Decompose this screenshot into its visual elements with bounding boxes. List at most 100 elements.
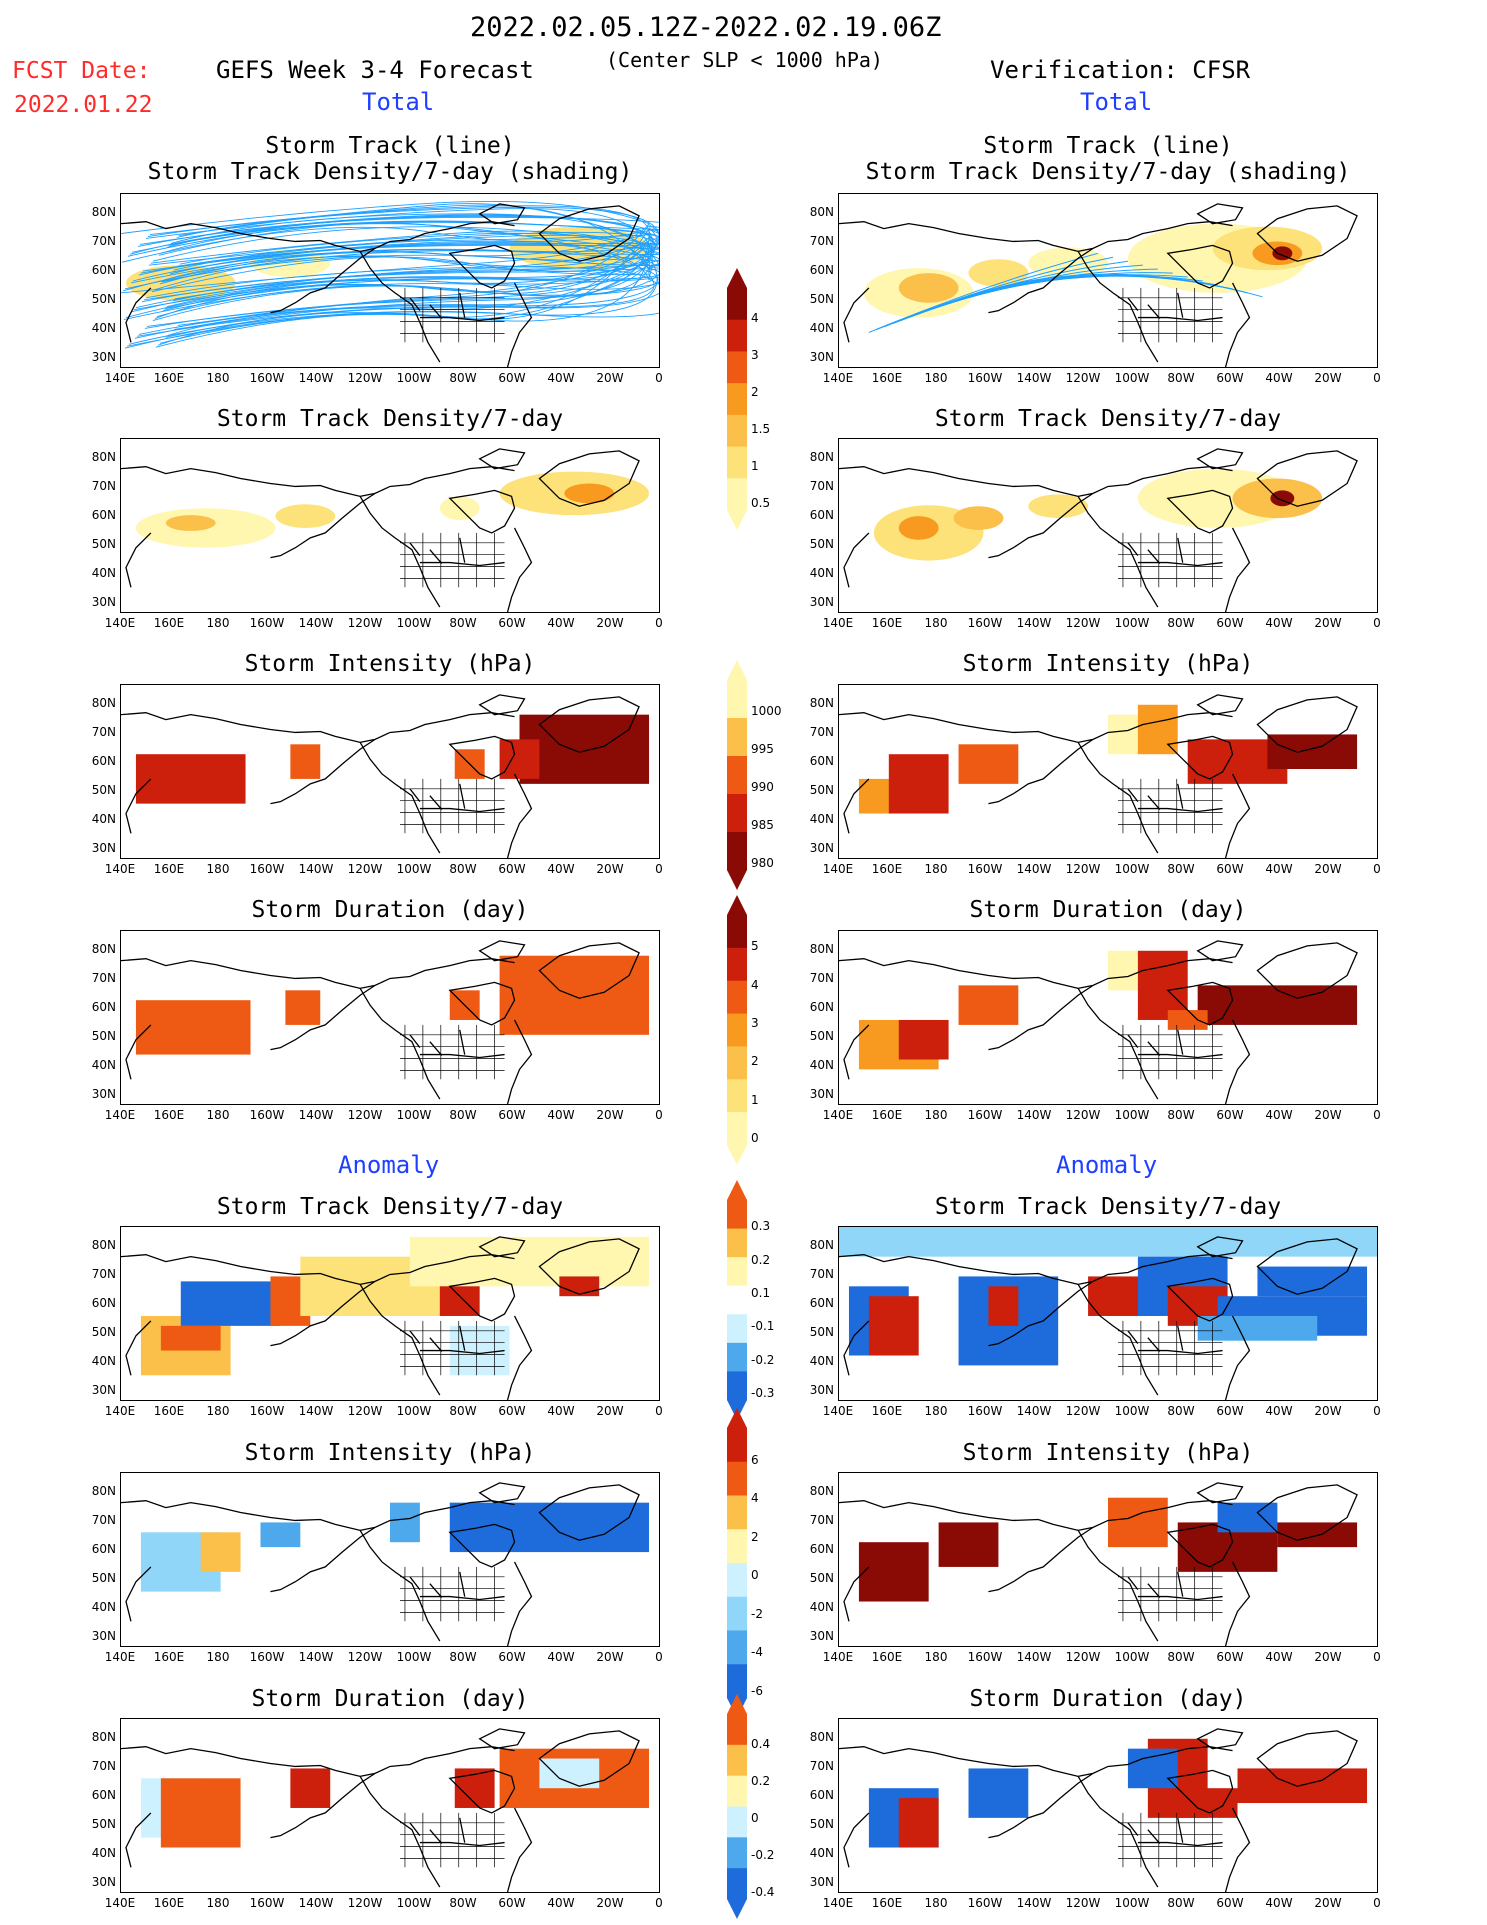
- coastline: [1077, 1284, 1159, 1396]
- coastline: [839, 466, 1233, 497]
- shaded-cell: [290, 1768, 331, 1808]
- anomaly-label-right: Anomaly: [1056, 1151, 1158, 1179]
- lat-tick-label: 30N: [809, 1629, 834, 1643]
- storm-track-line: [139, 214, 650, 245]
- colorbar-label: 0.1: [751, 1286, 771, 1300]
- lat-tick-label: 80N: [91, 1238, 116, 1252]
- lon-tick-label: 40W: [547, 371, 575, 385]
- map-canvas: [121, 1728, 650, 1892]
- shaded-cell: [1177, 1788, 1238, 1818]
- lon-tick-label: 140W: [298, 862, 334, 876]
- coastline: [839, 1500, 1233, 1531]
- colorbar-swatch: [727, 1495, 747, 1530]
- lon-tick-label: 160E: [153, 1404, 185, 1418]
- lon-tick-label: 20W: [1314, 616, 1342, 630]
- lon-tick-label: 140E: [822, 1896, 854, 1910]
- shaded-cell: [135, 754, 246, 804]
- lat-tick-label: 40N: [809, 1600, 834, 1614]
- lat-tick-label: 30N: [91, 1629, 116, 1643]
- lon-tick-label: 160W: [967, 1650, 1003, 1664]
- lon-tick-label: 160W: [967, 371, 1003, 385]
- lat-tick-label: 50N: [91, 1325, 116, 1339]
- lon-tick-label: 60W: [498, 616, 526, 630]
- coastline: [125, 1566, 152, 1622]
- lon-tick-label: 160E: [871, 371, 903, 385]
- coastline: [478, 694, 526, 716]
- lon-tick-label: 180: [924, 1404, 948, 1418]
- lon-tick-label: 120W: [347, 1896, 383, 1910]
- colorbar-duration-anom: [727, 1694, 747, 1919]
- colorbar-label: 3: [751, 348, 759, 362]
- colorbar-swatch: [727, 1529, 747, 1564]
- storm-track-line: [948, 274, 1248, 304]
- lon-tick-label: 160W: [249, 862, 285, 876]
- lon-tick-label: 120W: [347, 862, 383, 876]
- shaded-cell: [968, 1768, 1029, 1818]
- coastline: [359, 988, 441, 1100]
- lon-tick-label: 140W: [298, 1108, 334, 1122]
- lon-tick-label: 120W: [1065, 1108, 1101, 1122]
- lon-tick-label: 40W: [1265, 1404, 1293, 1418]
- lat-tick-label: 50N: [809, 1817, 834, 1831]
- lon-tick-label: 40W: [547, 1650, 575, 1664]
- coastline: [121, 958, 515, 989]
- lon-tick-label: 100W: [1114, 862, 1150, 876]
- shaded-cell: [1167, 1010, 1208, 1030]
- shaded-cell: [1237, 1768, 1368, 1804]
- coastline: [538, 942, 640, 999]
- colorbar-label: 1: [751, 459, 759, 473]
- coastline: [538, 1238, 640, 1295]
- lon-tick-label: 180: [924, 1108, 948, 1122]
- coastline: [506, 527, 533, 612]
- lon-tick-label: 160E: [153, 1650, 185, 1664]
- colorbar-arrow: [727, 268, 747, 288]
- coastline: [1196, 448, 1244, 470]
- lon-tick-label: 40W: [1265, 1108, 1293, 1122]
- colorbar-swatch: [727, 1596, 747, 1631]
- colorbar-label: 0.4: [751, 1737, 771, 1751]
- lat-tick-label: 60N: [91, 263, 116, 277]
- lon-tick-label: 160W: [967, 1404, 1003, 1418]
- coastline: [125, 532, 152, 588]
- lat-tick-label: 40N: [91, 1058, 116, 1072]
- shaded-cell: [958, 744, 1019, 784]
- map-canvas: [121, 448, 650, 612]
- coastline: [270, 247, 376, 314]
- colorbar-swatch: [727, 288, 747, 321]
- lat-tick-label: 40N: [809, 1846, 834, 1860]
- shaded-cell: [180, 1281, 281, 1326]
- shaded-cell: [898, 1798, 939, 1848]
- colorbar-swatch: [727, 1775, 747, 1807]
- lon-tick-label: 160E: [871, 1896, 903, 1910]
- lon-tick-label: 180: [206, 862, 230, 876]
- lon-tick-label: 60W: [1216, 1108, 1244, 1122]
- lon-tick-label: 60W: [1216, 371, 1244, 385]
- map-intensity-cfsr: [838, 684, 1378, 859]
- lon-tick-label: 20W: [1314, 862, 1342, 876]
- coastline: [359, 1284, 441, 1396]
- shaded-cell: [1267, 734, 1358, 770]
- coastline: [270, 1280, 376, 1347]
- coastline: [506, 1315, 533, 1400]
- lat-tick-label: 80N: [809, 942, 834, 956]
- colorbar-swatch: [727, 1630, 747, 1665]
- storm-track-line: [169, 243, 659, 275]
- lon-tick-label: 120W: [347, 1404, 383, 1418]
- colorbar-density-anom: [727, 1180, 747, 1420]
- coastline: [988, 1526, 1094, 1593]
- colorbar-label: 4: [751, 311, 759, 325]
- lat-tick-label: 30N: [91, 1875, 116, 1889]
- coastline: [409, 537, 505, 567]
- colorbar-label: -0.1: [751, 1319, 775, 1334]
- coastline: [270, 984, 376, 1051]
- colorbar-label: 985: [751, 818, 774, 832]
- map-duration-anom-cfsr: [838, 1718, 1378, 1893]
- map-duration-forecast: [120, 930, 660, 1105]
- title-duration-anom-right: Storm Duration (day): [969, 1686, 1247, 1712]
- lat-tick-label: 40N: [91, 1600, 116, 1614]
- coastline: [506, 773, 533, 858]
- coastline: [125, 1024, 152, 1080]
- coastline: [1196, 203, 1244, 225]
- lon-tick-label: 180: [924, 1650, 948, 1664]
- coastline: [1166, 1523, 1234, 1568]
